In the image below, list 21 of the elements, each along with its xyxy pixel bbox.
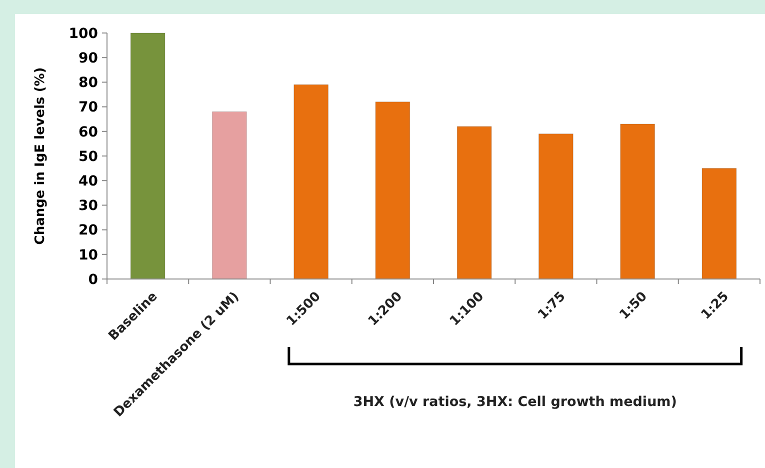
y-tick-label: 60: [78, 124, 98, 140]
y-tick-label: 40: [78, 174, 98, 190]
y-tick-label: 30: [78, 198, 98, 214]
bar: [130, 32, 166, 280]
bar: [212, 111, 247, 280]
bar: [620, 124, 655, 280]
bar: [456, 126, 492, 280]
text: 3HX (v/v ratios, 3HX: Cell growth medium): [353, 394, 677, 410]
y-tick-label: 90: [78, 50, 98, 66]
y-tick-label: 10: [78, 247, 98, 264]
y-tick-label: 50: [78, 148, 98, 165]
bar: [375, 102, 410, 280]
y-tick-label: 100: [68, 26, 98, 42]
y-axis-title: Change in IgE levels (%): [33, 67, 48, 245]
bar: [702, 168, 737, 280]
y-tick-label: 70: [78, 100, 98, 116]
y-tick-label: 80: [78, 75, 98, 92]
bar: [538, 134, 574, 280]
bar: [294, 84, 328, 280]
y-tick-label: 0: [88, 272, 98, 288]
y-tick-label: 20: [78, 222, 98, 239]
